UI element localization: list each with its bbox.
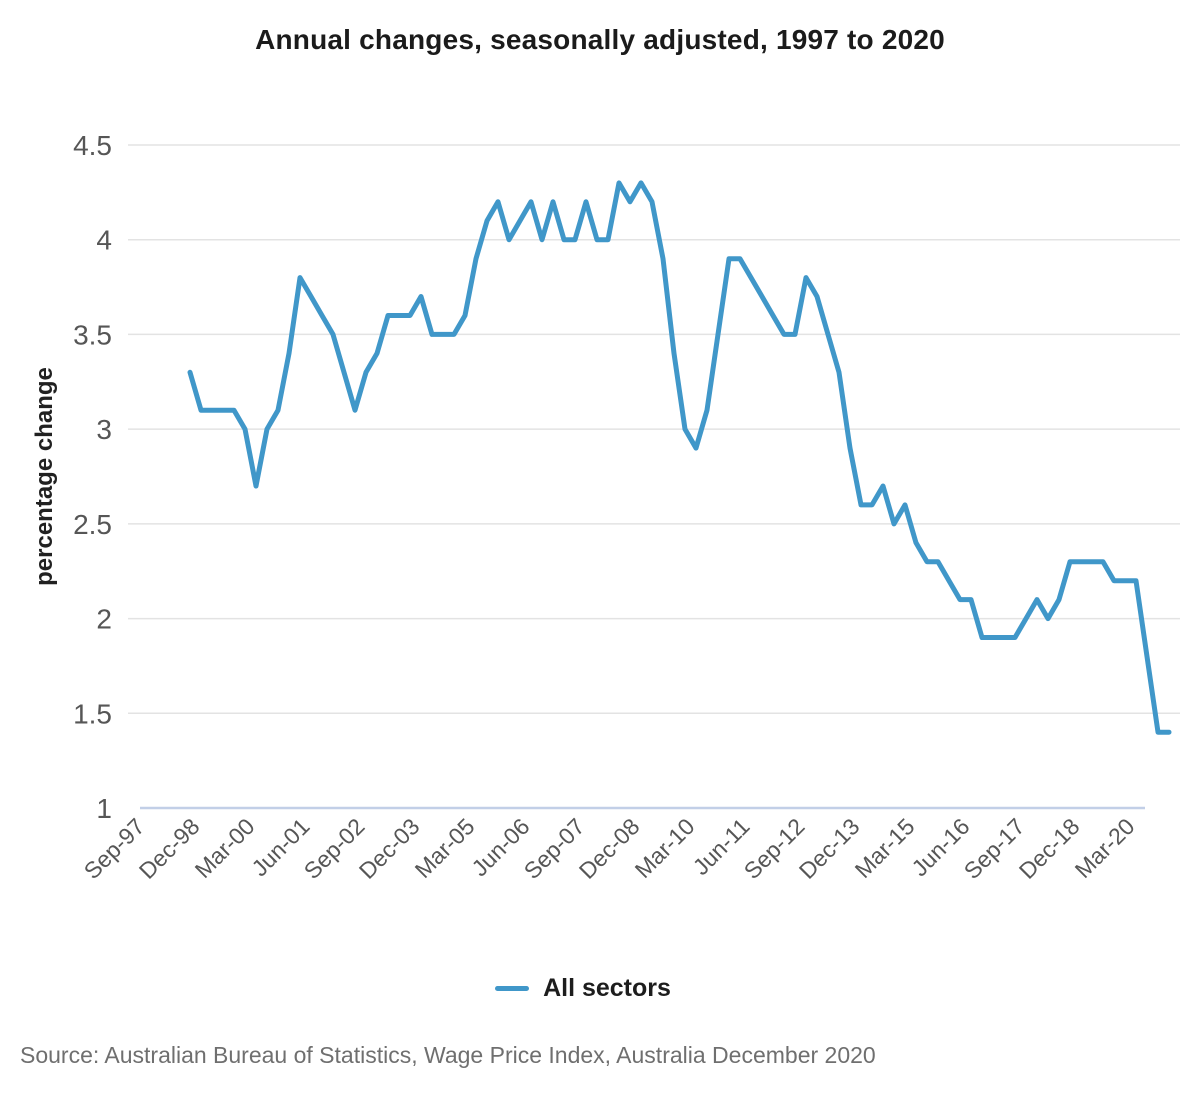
x-tick-label: Dec-03 (354, 813, 425, 884)
x-tick-label: Mar-00 (190, 813, 260, 883)
chart-title: Annual changes, seasonally adjusted, 199… (255, 24, 945, 55)
y-axis-title: percentage change (31, 367, 58, 586)
y-tick-label: 2.5 (73, 509, 112, 540)
y-tick-label: 3.5 (73, 319, 112, 350)
y-tick-label: 1.5 (73, 698, 112, 729)
y-tick-label: 3 (96, 414, 112, 445)
y-tick-label: 4.5 (73, 130, 112, 161)
legend-line-swatch (495, 986, 530, 991)
x-tick-label: Sep-12 (739, 813, 810, 884)
x-tick-label: Sep-02 (299, 813, 370, 884)
chart-area: 1 1.5 2 2.5 3 3.5 4 4.5 percentage change Sep-97 D… (31, 130, 1180, 884)
x-tick-label: Dec-98 (134, 813, 205, 884)
x-tick-label: Sep-97 (79, 813, 150, 884)
x-tick-label: Mar-20 (1070, 813, 1140, 883)
x-tick-label: Dec-13 (794, 813, 865, 884)
x-tick-label: Sep-07 (519, 813, 590, 884)
y-tick-label: 1 (96, 793, 112, 824)
all-sectors-line (187, 180, 1172, 735)
legend: All sectors (0, 974, 1183, 1003)
x-tick-label: Dec-08 (574, 813, 645, 884)
source-note: Source: Australian Bureau of Statistics,… (20, 1042, 876, 1068)
legend-label: All sectors (543, 974, 671, 1002)
y-tick-label: 2 (96, 604, 112, 635)
x-tick-label: Sep-17 (959, 813, 1030, 884)
x-tick-label: Mar-10 (630, 813, 700, 883)
x-tick-label: Dec-18 (1014, 813, 1085, 884)
x-tick-label: Mar-15 (850, 813, 920, 883)
y-tick-label: 4 (96, 225, 112, 256)
x-tick-label: Mar-05 (410, 813, 480, 883)
